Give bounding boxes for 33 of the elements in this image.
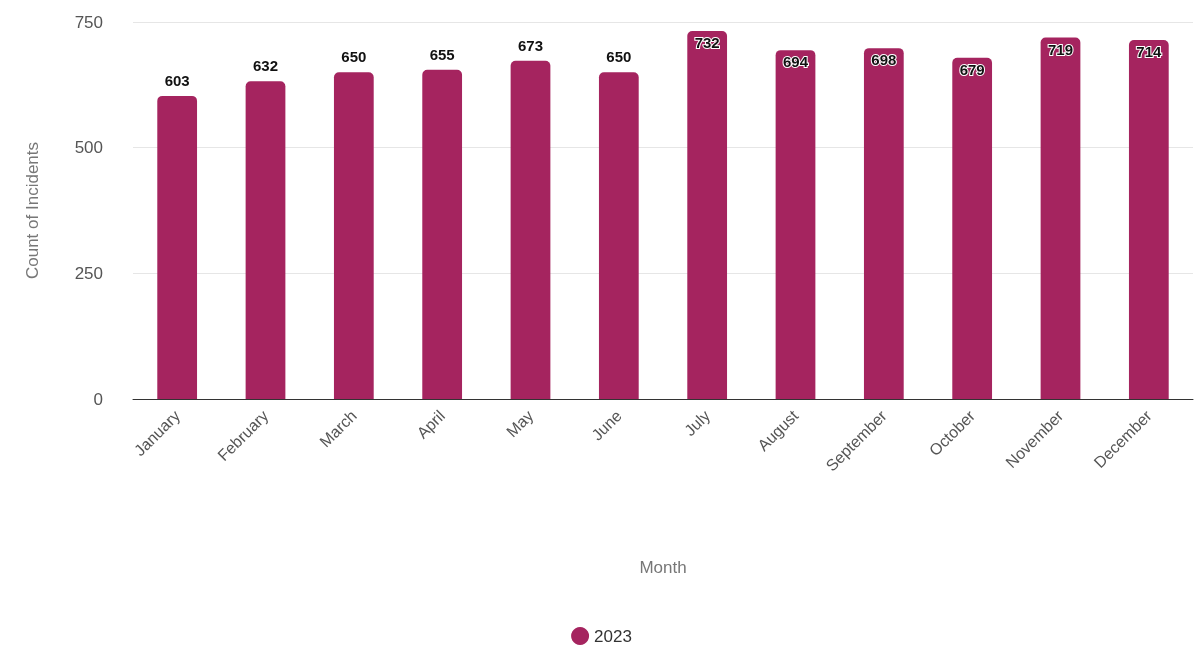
data-label: 732	[694, 34, 720, 52]
y-tick-label: 250	[74, 263, 103, 283]
data-label: 719	[1047, 40, 1074, 58]
bar	[510, 60, 551, 399]
data-label: 655	[429, 45, 455, 63]
y-tick-label: 500	[74, 138, 103, 158]
data-label: 650	[341, 48, 367, 66]
legend-label: 2023	[594, 626, 632, 646]
data-label: 698	[871, 51, 897, 69]
x-tick-label: May	[503, 406, 537, 441]
bar	[775, 50, 816, 399]
bar	[245, 81, 286, 399]
x-tick-label: July	[681, 406, 714, 440]
y-tick-label: 0	[93, 389, 103, 409]
bar	[863, 48, 904, 399]
data-label: 714	[1136, 43, 1162, 61]
data-label: 673	[517, 36, 544, 54]
bar	[687, 31, 728, 399]
bar	[333, 72, 374, 399]
bar	[1128, 40, 1169, 399]
y-tick-label: 750	[74, 12, 103, 32]
data-label: 650	[606, 48, 632, 66]
bar	[157, 95, 198, 399]
bar	[422, 69, 463, 399]
x-axis-title: Month	[639, 558, 687, 577]
bar	[598, 72, 639, 399]
data-label: 632	[252, 57, 279, 75]
bar	[952, 57, 993, 399]
data-label: 603	[164, 71, 190, 89]
bar	[1040, 37, 1081, 399]
data-label: 679	[959, 60, 985, 78]
data-label: 694	[782, 53, 809, 71]
y-axis-title: Count of Incidents	[23, 141, 42, 280]
